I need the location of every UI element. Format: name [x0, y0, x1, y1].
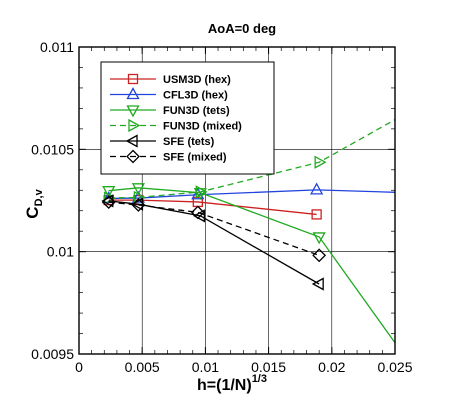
series-line-sfe-tets — [108, 200, 320, 285]
data-point-cfl3d-hex — [191, 187, 205, 200]
legend-label: CFL3D (hex) — [163, 90, 228, 102]
legend-item-fun3d-mixed: FUN3D (mixed) — [110, 118, 242, 133]
svg-text:h=(1/N)1/3: h=(1/N)1/3 — [197, 373, 267, 394]
data-point-usm3d-hex — [311, 209, 322, 220]
x-tick-label: 0.025 — [377, 359, 412, 375]
legend-label: FUN3D (mixed) — [163, 121, 242, 133]
legend-box — [100, 61, 275, 175]
legend-item-usm3d-hex: USM3D (hex) — [110, 73, 231, 86]
legend-label: SFE (tets) — [163, 136, 215, 148]
x-tick-label: 0 — [75, 359, 83, 375]
x-tick-label: 0.02 — [318, 359, 345, 375]
series-line-sfe-mixed — [108, 201, 320, 256]
data-point-fun3d-mixed — [314, 155, 327, 169]
legend-item-fun3d-tets: FUN3D (tets) — [110, 105, 230, 118]
plot-border — [78, 46, 396, 355]
y-axis-label-main: C — [23, 206, 42, 218]
series-line-fun3d-tets — [108, 187, 395, 344]
data-point-sfe-mixed — [190, 205, 205, 220]
x-tick-label: 0.01 — [192, 359, 219, 375]
series-sfe-mixed — [101, 195, 327, 263]
data-point-sfe-mixed — [312, 248, 327, 263]
y-tick-label: 0.0095 — [31, 346, 74, 362]
x-tick-label: 0.005 — [125, 359, 160, 375]
x-tick-label: 0.015 — [251, 359, 286, 375]
legend-label: FUN3D (tets) — [163, 105, 230, 117]
series-layer — [101, 119, 395, 344]
legend-swatch-marker — [127, 73, 139, 85]
legend-swatch-marker — [126, 149, 140, 164]
legend-swatch-marker — [126, 105, 140, 118]
legend-swatch-marker — [128, 118, 141, 133]
data-point-fun3d-tets — [312, 232, 326, 245]
data-point-fun3d-mixed — [195, 185, 208, 199]
series-line-usm3d-hex — [108, 199, 317, 216]
data-point-sfe-mixed — [131, 198, 146, 212]
data-point-fun3d-tets — [102, 186, 116, 199]
x-axis-label: h=(1/N)1/3 — [197, 373, 267, 394]
y-tick-label: 0.01 — [47, 244, 74, 260]
legend-swatch-marker — [125, 134, 138, 148]
legend-label: USM3D (hex) — [163, 74, 231, 86]
y-tick-label: 0.011 — [40, 39, 74, 55]
y-tick-label: 0.0105 — [31, 141, 74, 157]
y-axis-label-sub: D,v — [33, 188, 45, 206]
svg-text:CD,v: CD,v — [23, 188, 45, 218]
y-axis-label: CD,v — [23, 188, 45, 218]
legend: USM3D (hex) CFL3D (hex) FUN3D (tets) FUN3D … — [100, 61, 275, 175]
legend-item-sfe-mixed: SFE (mixed) — [110, 149, 227, 164]
x-axis-label-main: h=(1/N) — [197, 377, 252, 394]
series-fun3d-tets — [102, 183, 395, 344]
x-axis-label-sup: 1/3 — [252, 373, 267, 385]
data-point-sfe-mixed — [101, 195, 116, 210]
data-point-cfl3d-hex — [310, 182, 324, 195]
ticks: 0 0.005 0.01 0.015 0.02 0.025 0.0095 0.01 0.0105… — [31, 39, 413, 375]
series-fun3d-mixed — [104, 119, 395, 205]
data-point-fun3d-tets — [131, 183, 146, 196]
legend-item-sfe-tets: SFE (tets) — [110, 134, 215, 148]
data-point-sfe-tets — [311, 277, 324, 291]
legend-item-cfl3d-hex: CFL3D (hex) — [110, 87, 228, 102]
legend-label: SFE (mixed) — [163, 152, 227, 164]
chart-title: AoA=0 deg — [208, 21, 276, 36]
data-point-sfe-tets — [131, 197, 144, 211]
series-line-fun3d-mixed — [108, 119, 395, 199]
legend-swatch-marker — [126, 87, 140, 100]
